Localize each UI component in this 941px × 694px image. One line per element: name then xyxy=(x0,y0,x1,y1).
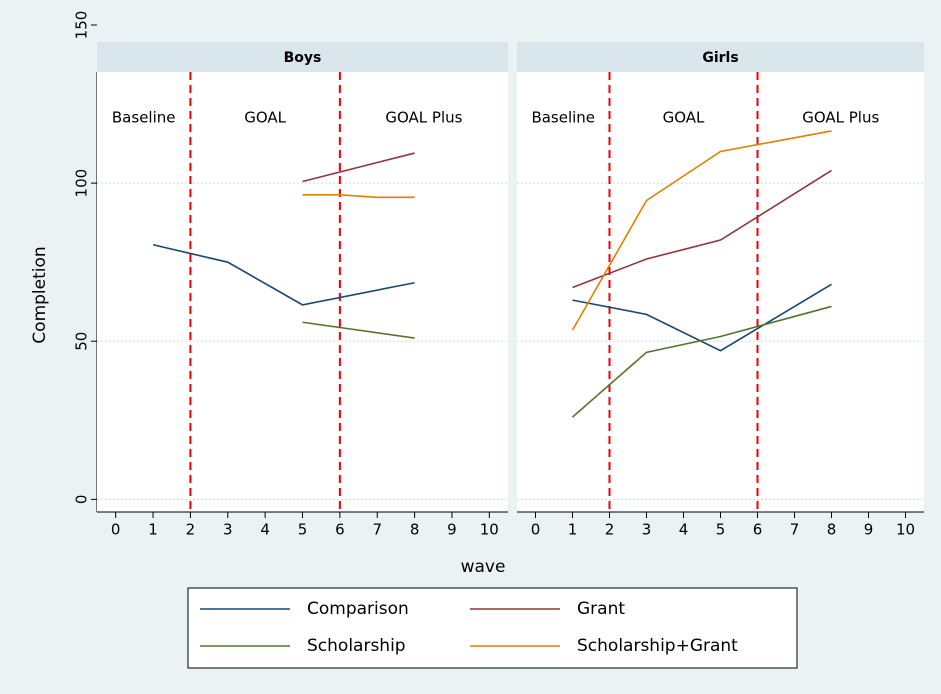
y-axis-title: Completion xyxy=(30,246,50,343)
x-tick-label: 1 xyxy=(148,521,158,539)
series-line xyxy=(572,283,832,352)
series-line xyxy=(302,321,415,339)
series-line xyxy=(571,305,832,418)
panel-header xyxy=(517,42,924,72)
series-line xyxy=(572,169,832,289)
panel xyxy=(97,72,508,512)
x-axis-title: wave xyxy=(461,557,506,577)
phase-label: Baseline xyxy=(112,109,176,127)
series-line xyxy=(152,244,415,306)
phase-label: GOAL Plus xyxy=(385,109,462,127)
series-line xyxy=(571,130,832,331)
phase-label: GOAL xyxy=(663,109,705,127)
x-tick-label: 3 xyxy=(642,521,652,539)
x-tick-label: 3 xyxy=(223,521,233,539)
x-tick-label: 8 xyxy=(827,521,837,539)
x-tick-label: 0 xyxy=(111,521,121,539)
x-tick-label: 0 xyxy=(531,521,541,539)
y-tick-label: 0 xyxy=(73,495,91,505)
x-tick-label: 9 xyxy=(864,521,874,539)
y-tick-label: 150 xyxy=(73,11,91,40)
x-tick-label: 4 xyxy=(679,521,689,539)
series-line xyxy=(302,194,415,199)
phase-label: Baseline xyxy=(531,109,595,127)
phase-label: GOAL xyxy=(244,109,286,127)
panel xyxy=(517,72,924,512)
y-tick-label: 100 xyxy=(73,169,91,198)
legend-label: Scholarship xyxy=(307,636,406,656)
phase-label: GOAL Plus xyxy=(802,109,879,127)
x-tick-label: 1 xyxy=(568,521,578,539)
x-tick-label: 7 xyxy=(790,521,800,539)
legend-label: Comparison xyxy=(307,599,409,619)
y-tick-label: 50 xyxy=(73,332,91,351)
x-tick-label: 8 xyxy=(410,521,420,539)
x-tick-label: 4 xyxy=(260,521,270,539)
panel-title: Girls xyxy=(702,50,738,66)
x-tick-label: 9 xyxy=(447,521,457,539)
series-line xyxy=(302,152,415,183)
panel-header xyxy=(97,42,508,72)
x-tick-label: 5 xyxy=(716,521,726,539)
legend-label: Scholarship+Grant xyxy=(577,636,738,656)
x-tick-label: 6 xyxy=(753,521,763,539)
x-tick-label: 7 xyxy=(372,521,382,539)
x-tick-label: 10 xyxy=(480,521,499,539)
x-tick-label: 2 xyxy=(186,521,196,539)
x-tick-label: 2 xyxy=(605,521,615,539)
x-tick-label: 10 xyxy=(896,521,915,539)
x-tick-label: 5 xyxy=(298,521,308,539)
legend xyxy=(187,587,798,669)
legend-label: Grant xyxy=(577,599,625,619)
panel-title: Boys xyxy=(284,50,322,66)
x-tick-label: 6 xyxy=(335,521,345,539)
